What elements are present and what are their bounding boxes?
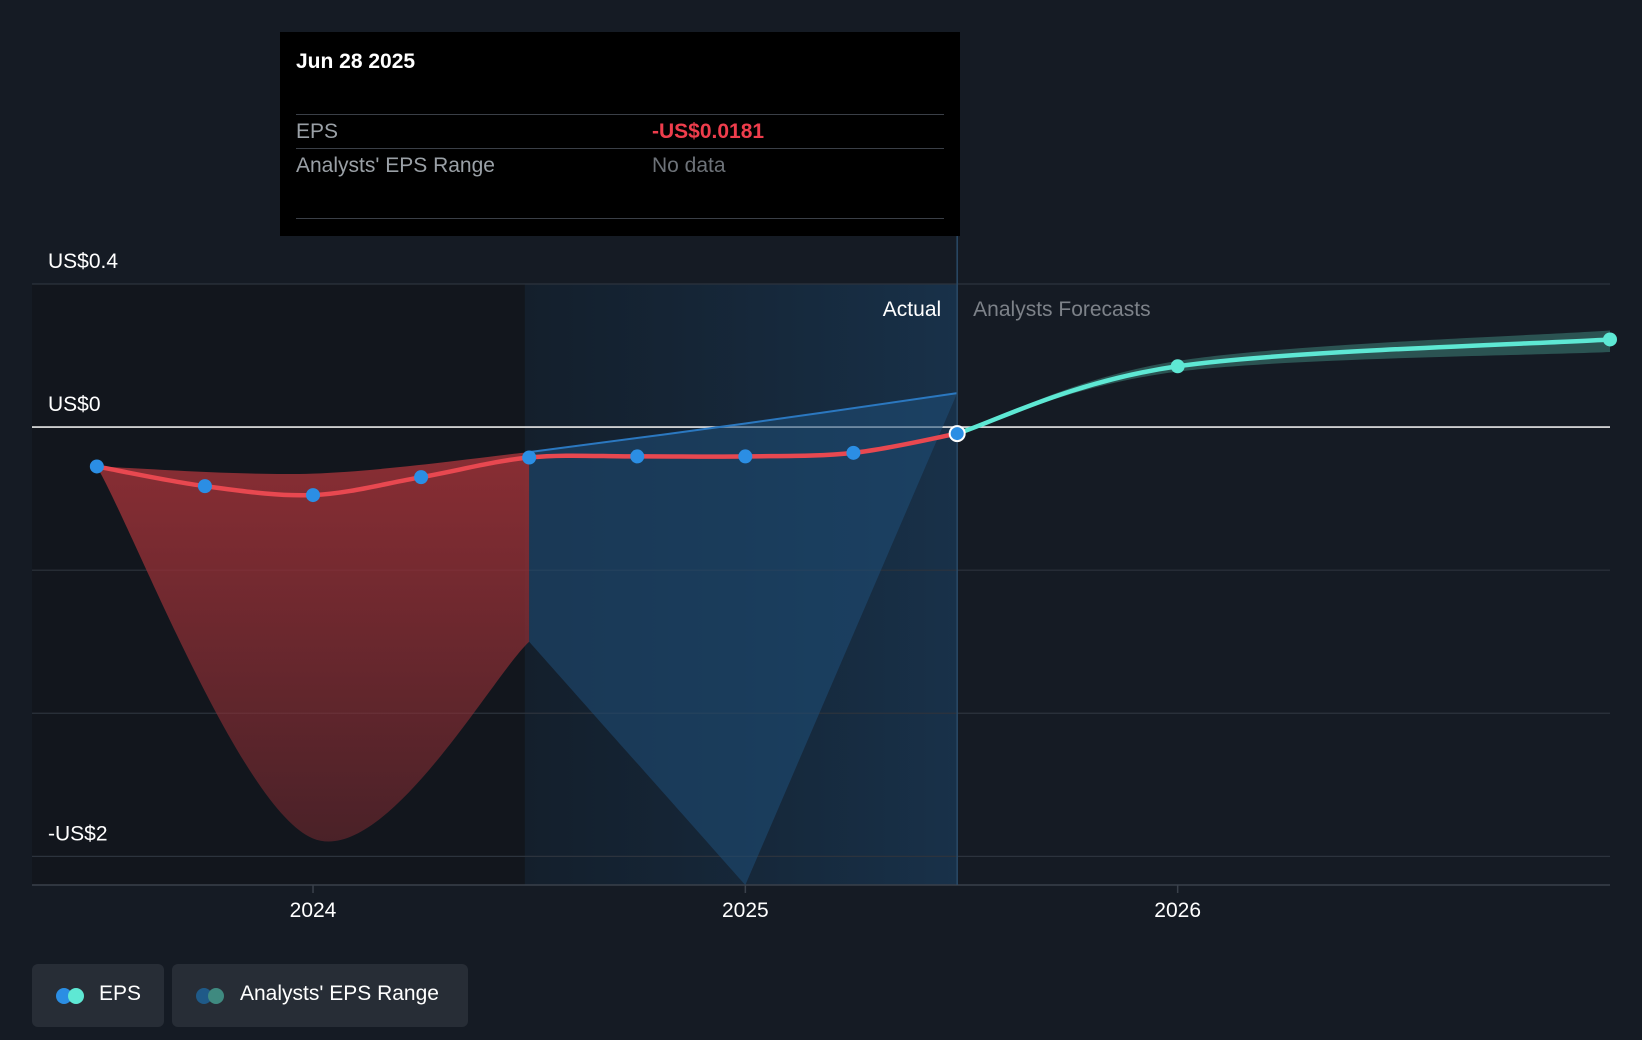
legend-range[interactable]: Analysts' EPS Range <box>172 964 468 1027</box>
eps-point-2 <box>306 488 321 503</box>
tooltip-date: Jun 28 2025 <box>296 50 416 73</box>
x-tick-label-2: 2026 <box>1154 899 1201 922</box>
legend-eps-label: EPS <box>99 982 142 1005</box>
tooltip-range-label: Analysts' EPS Range <box>296 154 495 177</box>
eps-forecast-line <box>954 337 1613 436</box>
forecast-band-fill <box>957 330 1610 434</box>
eps-point-0 <box>89 459 104 474</box>
range-band-fill <box>96 452 530 842</box>
eps-point-7 <box>846 445 861 460</box>
tooltip-eps-value: -US$0.0181 <box>652 120 765 143</box>
x-tick-label-0: 2024 <box>290 899 337 922</box>
eps-point-4 <box>522 450 537 465</box>
tooltip-eps-label: EPS <box>296 120 339 143</box>
tooltip-row-range: Analysts' EPS Range No data <box>296 148 944 183</box>
range-band-upper-edge <box>529 392 958 454</box>
eps-point-3 <box>414 470 429 485</box>
legend-range-label: Analysts' EPS Range <box>240 982 439 1005</box>
eps-forecast-point-0 <box>1170 359 1185 374</box>
eps-forecast-point-1 <box>1603 332 1617 347</box>
eps-point-highlighted <box>948 425 966 443</box>
legend-range-dot-forecast <box>208 988 224 1004</box>
tooltip-divider <box>296 218 944 219</box>
y-tick-label-1: US$0 <box>48 393 101 416</box>
tooltip: Jun 28 2025 EPS -US$0.0181 Analysts' EPS… <box>280 32 960 236</box>
x-tick-label-1: 2025 <box>722 899 769 922</box>
eps-point-6 <box>738 449 753 464</box>
forecast-label: Analysts Forecasts <box>973 298 1150 321</box>
tooltip-range-value: No data <box>652 154 726 177</box>
range-band-past-fill <box>529 393 958 885</box>
eps-point-5 <box>630 449 645 464</box>
y-tick-label-2: -US$2 <box>48 822 108 845</box>
legend-eps-dot-forecast <box>68 988 84 1004</box>
tooltip-row-eps: EPS -US$0.0181 <box>296 114 944 149</box>
legend-eps[interactable]: EPS <box>32 964 164 1027</box>
actual-label: Actual <box>883 298 941 321</box>
y-tick-label-0: US$0.4 <box>48 250 118 273</box>
eps-point-1 <box>197 479 212 494</box>
